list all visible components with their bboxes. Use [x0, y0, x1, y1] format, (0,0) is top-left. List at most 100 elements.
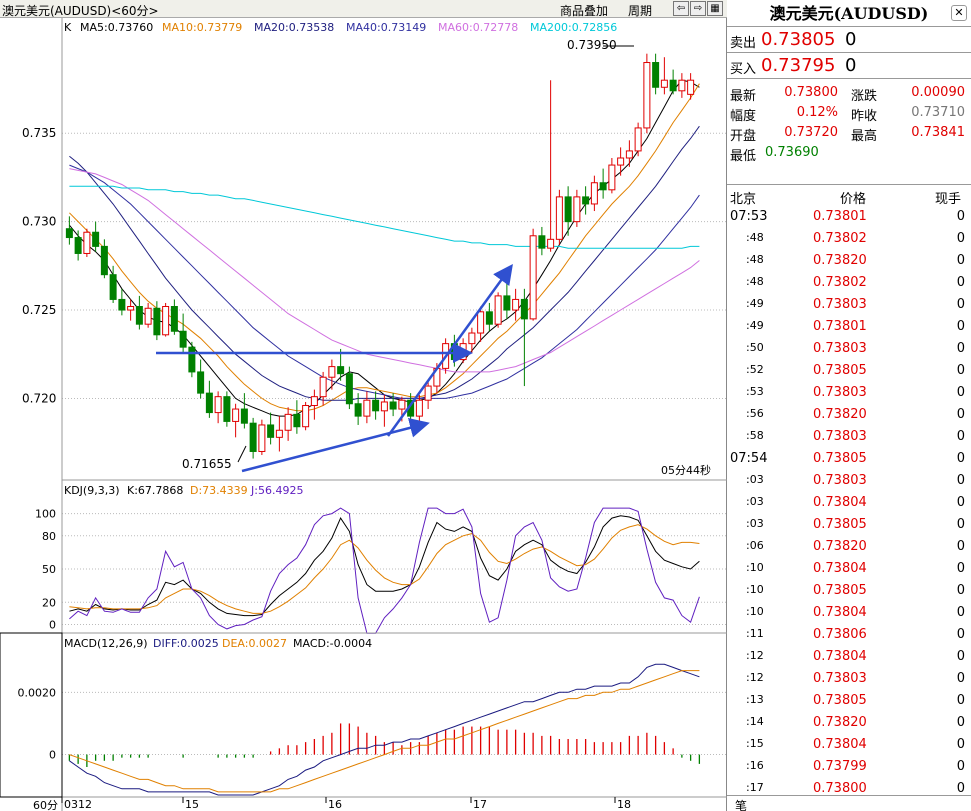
- quote-panel: 澳元美元(AUDUSD) ✕ 卖出 0.73805 0 买入 0.73795 0…: [727, 0, 971, 811]
- tick-qty: 0: [956, 495, 965, 510]
- candle: [249, 417, 257, 459]
- tick-qty: 0: [956, 693, 965, 708]
- tick-time: :12: [746, 649, 764, 662]
- kdj-line-d: [69, 524, 700, 614]
- candle: [608, 157, 616, 194]
- tick-price: 0.73803: [813, 385, 867, 400]
- tick-price: 0.73806: [813, 627, 867, 642]
- candle: [170, 299, 178, 335]
- tick-footer-label: 笔: [735, 799, 748, 811]
- stat-label: 最高: [851, 129, 878, 144]
- stat-value: 0.73800: [784, 85, 838, 100]
- candle: [118, 288, 126, 316]
- macd-panel: 0.0020 0: [18, 663, 727, 796]
- tick-time: :50: [746, 341, 764, 354]
- tick-time: :16: [746, 759, 764, 772]
- tick-qty: 0: [956, 231, 965, 246]
- candle: [223, 391, 231, 427]
- quote-title: 澳元美元(AUDUSD) ✕: [727, 0, 971, 27]
- tick-row: :10 0.73805 0: [727, 583, 971, 605]
- candle: [188, 341, 196, 378]
- sell-qty: 0: [845, 29, 857, 50]
- tick-row: :56 0.73820 0: [727, 407, 971, 429]
- tick-qty: 0: [956, 473, 965, 488]
- tick-row: :06 0.73820 0: [727, 539, 971, 561]
- tick-price: 0.73800: [813, 781, 867, 796]
- price-chart[interactable]: 0.735 0.730 0.725 0.720 K MA5:0.73760 MA10:0…: [0, 0, 727, 811]
- x-axis-labels: 0312 15 16 17 18: [61, 797, 631, 811]
- tick-price: 0.73805: [813, 583, 867, 598]
- x-tick-label: 18: [617, 798, 631, 811]
- tick-qty: 0: [956, 451, 965, 466]
- tick-time: :17: [746, 781, 764, 794]
- buy-row: 买入 0.73795 0: [727, 53, 971, 79]
- overlay-button[interactable]: 商品叠加: [560, 4, 609, 18]
- tick-time: :48: [746, 231, 764, 244]
- ma-line-ma20: [69, 125, 700, 401]
- candle: [127, 299, 135, 321]
- period-button[interactable]: 周期: [628, 4, 653, 18]
- stat-value: 0.73690: [765, 145, 819, 160]
- tick-price: 0.73802: [813, 275, 867, 290]
- candle: [520, 288, 528, 387]
- ma-legend: MA5:0.73760 MA10:0.73779 MA20:0.73538 MA40:…: [80, 21, 617, 34]
- candle: [643, 53, 651, 134]
- tick-time: :10: [746, 561, 764, 574]
- stat-label: 最新: [730, 89, 757, 104]
- kdj-tick-label: 0: [49, 618, 56, 631]
- tick-qty: 0: [956, 737, 965, 752]
- candle: [74, 230, 82, 261]
- candle: [590, 175, 598, 212]
- candle: [319, 371, 327, 406]
- candle: [345, 366, 353, 410]
- candle: [354, 393, 362, 425]
- candle: [660, 57, 668, 95]
- tick-row: :53 0.73803 0: [727, 385, 971, 407]
- kdj-panel: 100 80 50 20 0: [35, 507, 727, 634]
- tick-row: :14 0.73820 0: [727, 715, 971, 737]
- candle: [258, 419, 266, 456]
- tick-qty: 0: [956, 407, 965, 422]
- tick-qty: 0: [956, 605, 965, 620]
- macd-title: MACD(12,26,9): [64, 637, 148, 650]
- window-title: 澳元美元(AUDUSD)<60分>: [2, 4, 159, 18]
- tick-time: :13: [746, 693, 764, 706]
- tick-time: :03: [746, 473, 764, 486]
- candle: [678, 73, 686, 98]
- close-icon[interactable]: ✕: [951, 5, 967, 21]
- macd-line-dea: [69, 670, 700, 793]
- ma-legend-item: MA60:0.72778: [438, 21, 518, 34]
- tick-price: 0.73799: [813, 759, 867, 774]
- candle: [197, 359, 205, 399]
- candle: [284, 407, 292, 441]
- grid-icon[interactable]: ▦: [707, 1, 723, 16]
- kdj-tick-label: 50: [42, 563, 56, 576]
- chart-area[interactable]: 澳元美元(AUDUSD)<60分> 商品叠加 周期 ⇦ ⇨ ▦ 0.735 0.7…: [0, 0, 727, 811]
- candle: [153, 301, 161, 341]
- tick-time: :48: [746, 275, 764, 288]
- stat-value: 0.73710: [911, 105, 965, 120]
- candle: [205, 380, 213, 418]
- candle: [687, 73, 695, 100]
- macd-diff-value: DIFF:0.0025: [153, 637, 219, 650]
- tick-qty: 0: [956, 583, 965, 598]
- high-annotation: 0.73950: [567, 38, 617, 52]
- tick-row: :12 0.73803 0: [727, 671, 971, 693]
- macd-macd-value: MACD:-0.0004: [293, 637, 372, 650]
- kdj-legend: KDJ(9,3,3) K:67.7868 D:73.4339 J:56.4925: [64, 484, 303, 497]
- tick-list[interactable]: 07:53 0.73801 0:48 0.73802 0:48 0.73820 0:48 0.…: [727, 207, 971, 811]
- kdj-k-value: K:67.7868: [127, 484, 183, 497]
- tick-price: 0.73803: [813, 341, 867, 356]
- low-annotation: 0.71655: [182, 457, 232, 471]
- candle: [328, 359, 336, 390]
- candle: [389, 393, 397, 417]
- low-pointer: [237, 445, 247, 463]
- kdj-tick-label: 100: [35, 508, 56, 521]
- tick-row: :49 0.73803 0: [727, 297, 971, 319]
- tick-time: :14: [746, 715, 764, 728]
- arrow-left-icon[interactable]: ⇦: [673, 1, 689, 16]
- tick-qty: 0: [956, 275, 965, 290]
- arrow-right-icon[interactable]: ⇨: [690, 1, 706, 16]
- tick-time: :10: [746, 583, 764, 596]
- countdown-label: 05分44秒: [661, 463, 711, 477]
